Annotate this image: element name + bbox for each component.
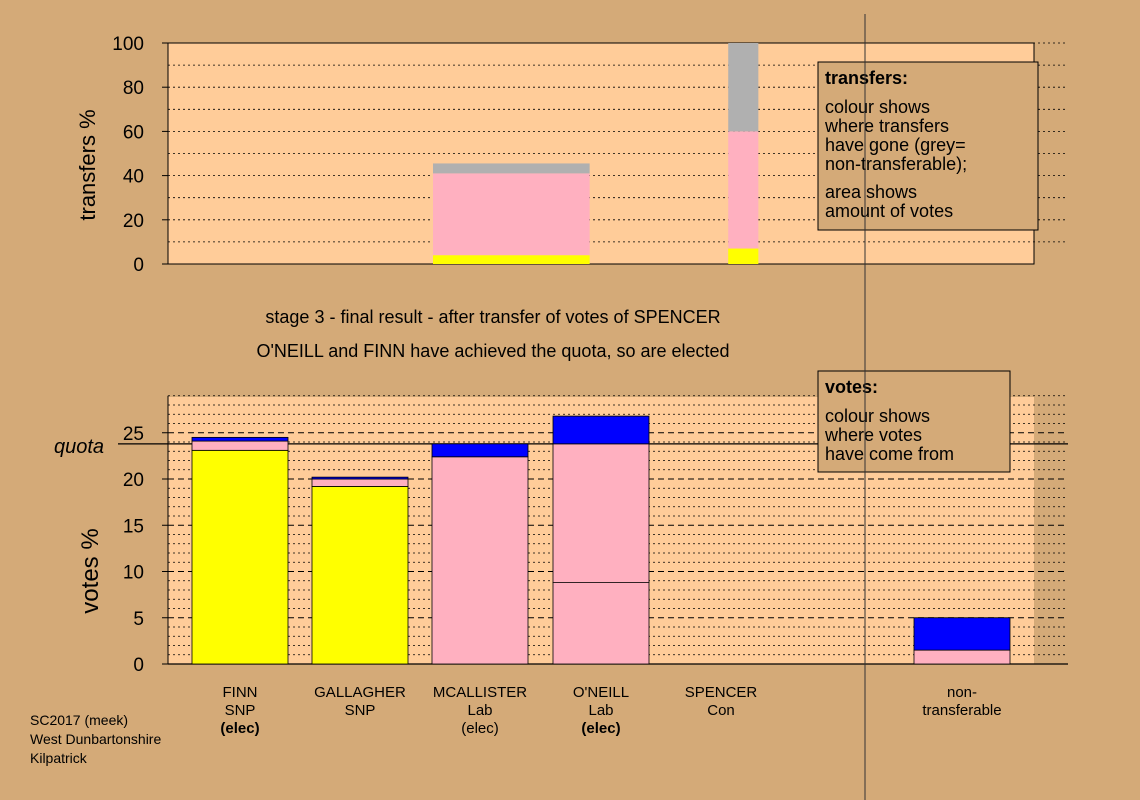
candidate-label-spencer: SPENCER Con bbox=[685, 684, 758, 719]
transfer-segment bbox=[728, 131, 759, 249]
vote-segment bbox=[431, 456, 529, 665]
vote-segment bbox=[311, 485, 409, 665]
candidate-name: SPENCER bbox=[685, 684, 758, 701]
vote-segment bbox=[191, 436, 289, 442]
transfer-segment bbox=[728, 248, 759, 264]
vote-segment bbox=[431, 443, 529, 458]
candidate-label-finn: FINN SNP (elec) bbox=[220, 684, 259, 737]
candidate-name: FINN bbox=[223, 684, 258, 701]
transfers-y-ticks: 0 20 40 60 80 100 bbox=[112, 34, 168, 276]
vote-segment bbox=[552, 415, 650, 445]
vote-segment bbox=[552, 443, 650, 584]
transfers-legend-line: area shows bbox=[825, 182, 917, 202]
transfer-segment bbox=[433, 255, 590, 264]
vote-segment bbox=[913, 649, 1011, 665]
stage-caption: stage 3 - final result - after transfer … bbox=[265, 307, 720, 327]
candidate-label-mcallister: MCALLISTER Lab (elec) bbox=[433, 684, 527, 737]
candidate-party: Lab bbox=[467, 702, 492, 719]
transfers-legend-line: non-transferable); bbox=[825, 154, 967, 174]
votes-bars bbox=[191, 415, 1011, 665]
candidate-party: Con bbox=[707, 702, 735, 719]
transfers-legend-line: amount of votes bbox=[825, 201, 953, 221]
candidate-status: (elec) bbox=[220, 720, 259, 737]
transfers-legend: transfers: colour shows where transfers … bbox=[817, 61, 1039, 231]
y-tick-label: 100 bbox=[112, 34, 144, 55]
footer-line: West Dunbartonshire bbox=[30, 731, 161, 747]
votes-chart: 0 5 10 15 20 25 votes % quota bbox=[54, 395, 1068, 676]
transfers-legend-line: have gone (grey= bbox=[825, 135, 966, 155]
candidate-party: transferable bbox=[922, 702, 1001, 719]
y-tick-label: 20 bbox=[123, 470, 144, 491]
y-tick-label: 80 bbox=[123, 78, 144, 99]
y-tick-label: 25 bbox=[123, 424, 144, 445]
vote-segment bbox=[191, 440, 289, 451]
candidate-status: (elec) bbox=[581, 720, 620, 737]
candidate-status: (elec) bbox=[461, 720, 499, 737]
votes-legend-box bbox=[817, 370, 1011, 473]
y-tick-label: 10 bbox=[123, 563, 144, 584]
footer-line: SC2017 (meek) bbox=[30, 712, 128, 728]
vote-segment bbox=[552, 582, 650, 665]
candidate-name: GALLAGHER bbox=[314, 684, 406, 701]
y-tick-label: 5 bbox=[133, 609, 144, 630]
votes-legend: votes: colour shows where votes have com… bbox=[817, 370, 1011, 473]
quota-label: quota bbox=[54, 436, 104, 458]
vote-segment bbox=[913, 617, 1011, 651]
transfer-segment bbox=[433, 173, 590, 256]
transfers-legend-line: where transfers bbox=[824, 116, 949, 136]
candidate-labels: FINN SNP (elec) GALLAGHER SNP MCALLISTER… bbox=[220, 684, 1001, 737]
votes-legend-line: have come from bbox=[825, 444, 954, 464]
votes-y-label: votes % bbox=[77, 528, 104, 613]
votes-y-ticks: 0 5 10 15 20 25 bbox=[123, 424, 168, 676]
candidate-label-oneill: O'NEILL Lab (elec) bbox=[573, 684, 629, 737]
transfers-legend-box bbox=[817, 61, 1039, 231]
votes-legend-line: colour shows bbox=[825, 406, 930, 426]
y-tick-label: 0 bbox=[133, 255, 144, 276]
y-tick-label: 0 bbox=[133, 655, 144, 676]
votes-legend-title: votes: bbox=[825, 377, 878, 397]
candidate-party: SNP bbox=[225, 702, 256, 719]
candidate-label-non-transferable: non- transferable bbox=[922, 684, 1001, 719]
transfers-y-label: transfers % bbox=[75, 109, 100, 220]
vote-segment bbox=[311, 478, 409, 487]
vote-segment bbox=[191, 449, 289, 665]
transfer-segment bbox=[728, 43, 759, 132]
candidate-name: non- bbox=[947, 684, 977, 701]
y-tick-label: 20 bbox=[123, 211, 144, 232]
candidate-name: MCALLISTER bbox=[433, 684, 527, 701]
transfers-legend-title: transfers: bbox=[825, 68, 908, 88]
transfer-segment bbox=[433, 163, 590, 174]
result-caption: O'NEILL and FINN have achieved the quota… bbox=[256, 341, 729, 361]
transfers-legend-line: colour shows bbox=[825, 97, 930, 117]
y-tick-label: 40 bbox=[123, 167, 144, 188]
y-tick-label: 15 bbox=[123, 516, 144, 537]
footer-line: Kilpatrick bbox=[30, 750, 88, 766]
vote-segment bbox=[311, 476, 409, 480]
candidate-name: O'NEILL bbox=[573, 684, 629, 701]
candidate-party: Lab bbox=[588, 702, 613, 719]
candidate-label-gallagher: GALLAGHER SNP bbox=[314, 684, 406, 719]
candidate-party: SNP bbox=[345, 702, 376, 719]
transfers-bars bbox=[433, 43, 759, 264]
votes-legend-line: where votes bbox=[824, 425, 922, 445]
y-tick-label: 60 bbox=[123, 122, 144, 143]
